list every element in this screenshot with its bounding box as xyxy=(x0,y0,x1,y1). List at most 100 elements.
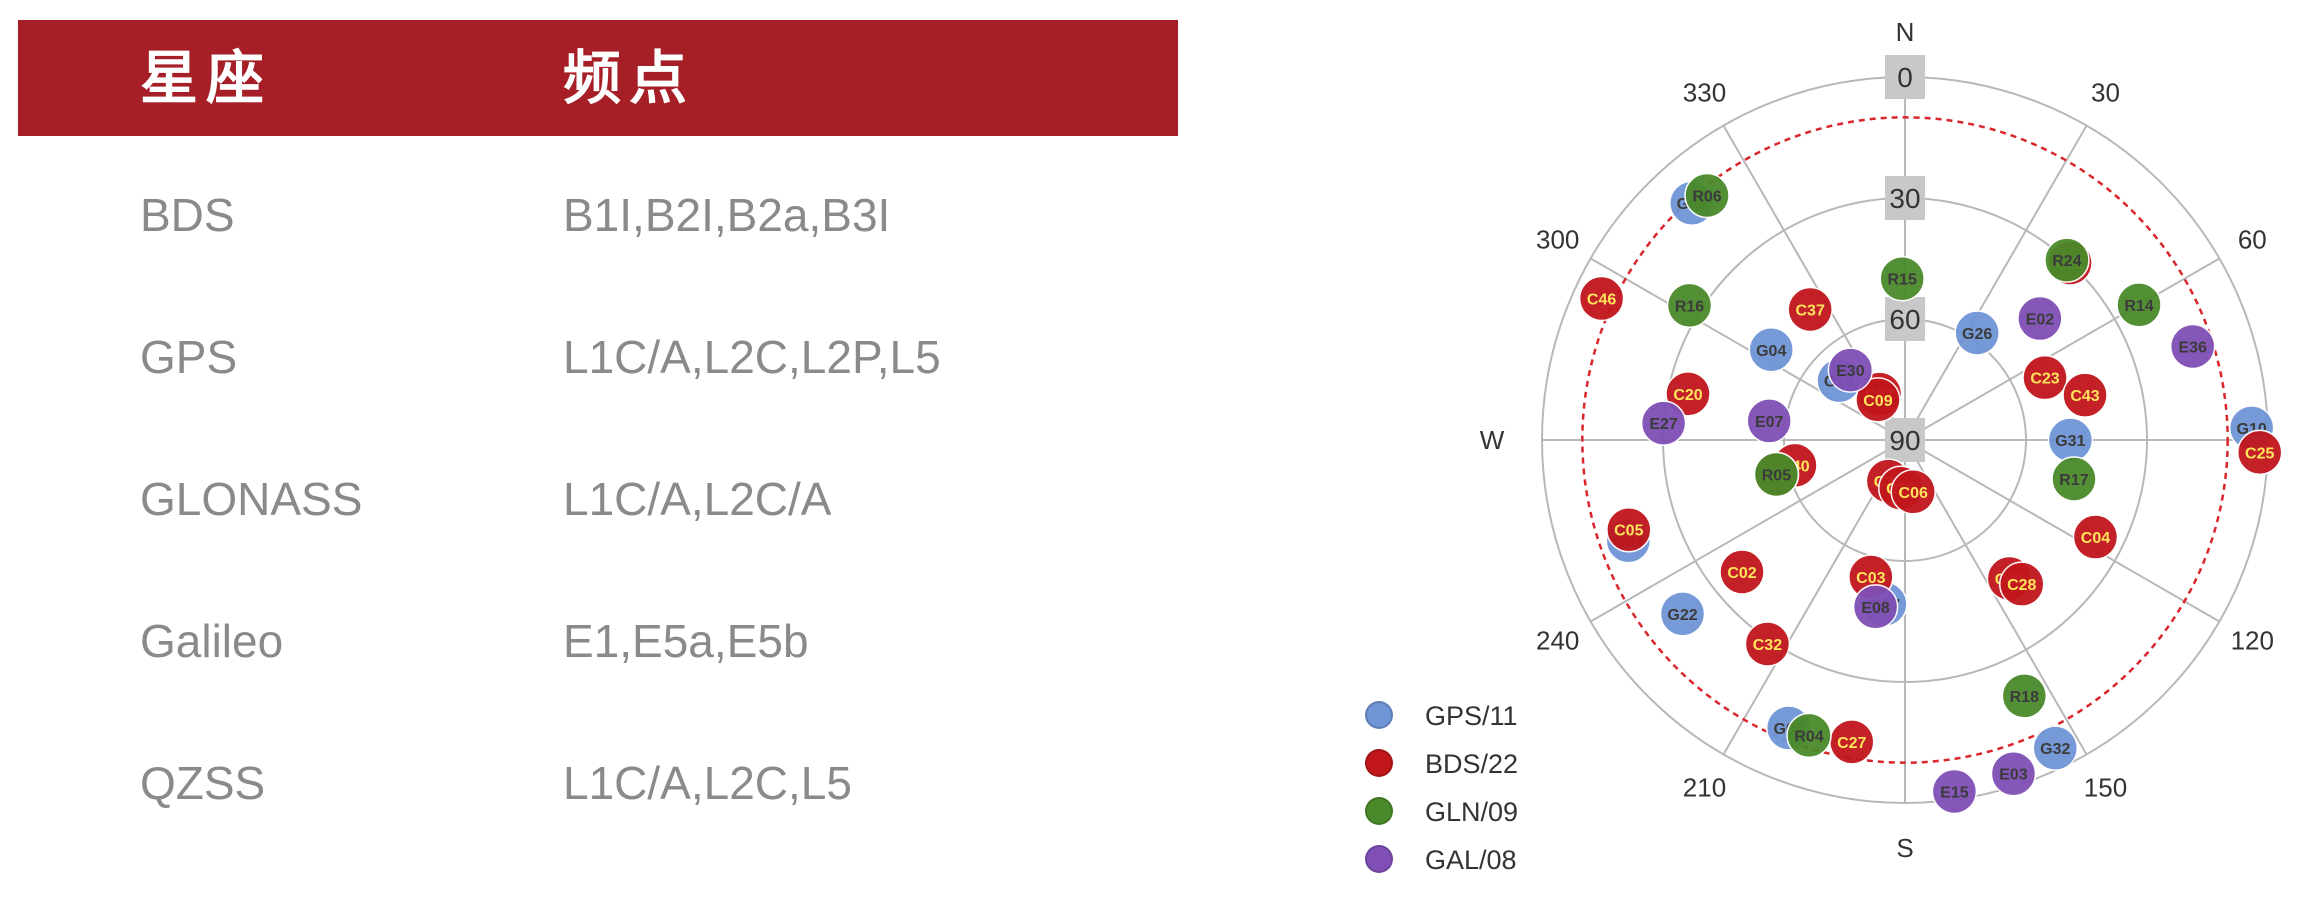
satellite-dot xyxy=(2001,673,2048,719)
cell-constellation: GLONASS xyxy=(140,473,363,525)
compass-label: E xyxy=(2309,425,2310,455)
satellite-dot xyxy=(1931,768,1978,815)
satellite-marker: R18 xyxy=(2001,673,2048,719)
elevation-label-box xyxy=(1885,418,1925,462)
header-frequency: 频点 xyxy=(563,44,696,112)
header-constellation: 星座 xyxy=(140,44,273,112)
satellite-label: G31 xyxy=(2055,433,2085,450)
compass-label: W xyxy=(1480,425,1505,455)
satellite-marker: G31 xyxy=(2047,417,2094,463)
satellite-label: C03 xyxy=(1856,570,1885,587)
azimuth-tick-label: 330 xyxy=(1683,78,1726,108)
satellite-marker: G22 xyxy=(1659,591,1706,637)
satellite-dot xyxy=(1990,750,2037,797)
elevation-label-box xyxy=(1885,176,1925,220)
satellite-marker: E08 xyxy=(1852,584,1899,630)
satellite-marker: C27 xyxy=(1829,719,1875,765)
satellite-dot xyxy=(1748,327,1794,373)
table-row: GPS L1C/A,L2C,L2P,L5 xyxy=(18,286,1178,428)
satellite-dot xyxy=(1827,347,1874,393)
azimuth-tick-label: 120 xyxy=(2231,626,2274,656)
constellation-frequency-table: 星座 频点 BDS B1I,B2I,B2a,B3I GPS L1C/A,L2C,… xyxy=(18,20,1178,854)
satellite-dot xyxy=(1606,506,1652,553)
compass-label: N xyxy=(1896,17,1915,47)
satellite-label: C43 xyxy=(2070,388,2099,405)
satellite-marker: R24 xyxy=(2044,237,2090,283)
satellite-label: G04 xyxy=(1756,343,1786,360)
satellite-marker: C37 xyxy=(1787,286,1833,333)
satellite-marker: C04 xyxy=(2072,514,2119,560)
satellite-label: E02 xyxy=(2026,312,2055,329)
satellite-marker: E03 xyxy=(1990,750,2037,797)
satellite-label: R17 xyxy=(2059,472,2088,489)
satellite-label: C25 xyxy=(2245,445,2274,462)
satellite-marker: C06 xyxy=(1890,469,1936,515)
satellite-marker: R05 xyxy=(1753,451,1800,498)
elevation-label-box xyxy=(1885,297,1925,341)
sky-plot: 03060903060120150210240300330NESW G09G26… xyxy=(1480,17,2310,863)
satellite-dot xyxy=(1746,398,1792,444)
elevation-label: 0 xyxy=(1897,62,1913,93)
satellite-dot xyxy=(1719,549,1765,595)
satellite-marker: R17 xyxy=(2051,456,2097,502)
azimuth-tick-label: 240 xyxy=(1536,626,1579,656)
cell-frequency: L1C/A,L2C,L5 xyxy=(563,757,852,809)
satellite-dot xyxy=(2236,429,2283,476)
satellite-label: C32 xyxy=(1753,637,1782,654)
azimuth-line xyxy=(1590,257,1906,441)
cell-frequency: B1I,B2I,B2a,B3I xyxy=(563,189,891,241)
satellite-marker: R06 xyxy=(1684,172,1730,219)
satellite-marker: C02 xyxy=(1719,549,1765,595)
satellite-marker: C46 xyxy=(1578,275,1625,322)
satellite-dot xyxy=(2072,514,2119,560)
satellite-label: G32 xyxy=(2040,741,2070,758)
satellite-label: R24 xyxy=(2052,253,2081,270)
satellite-marker: E36 xyxy=(2169,323,2216,370)
satellite-label: E15 xyxy=(1940,784,1969,801)
satellite-dot xyxy=(1640,400,1687,446)
satellite-marker: C25 xyxy=(2236,429,2283,476)
satellite-dot xyxy=(2044,237,2090,283)
satellite-label: C02 xyxy=(1727,565,1756,582)
satellite-dot xyxy=(1787,286,1833,333)
legend-swatch xyxy=(1365,845,1393,873)
table-row: Galileo E1,E5a,E5b xyxy=(18,570,1178,712)
satellite-dot xyxy=(2022,354,2068,401)
satellite-label: C46 xyxy=(1587,292,1616,309)
satellite-label: C04 xyxy=(2081,530,2110,547)
satellite-label: C23 xyxy=(2030,371,2059,388)
satellite-marker: G26 xyxy=(1954,310,2000,356)
legend-label: GPS/11 xyxy=(1425,701,1518,731)
satellite-marker: C09 xyxy=(1855,377,1901,423)
azimuth-tick-label: 60 xyxy=(2238,225,2267,255)
satellite-dot xyxy=(1852,584,1899,630)
cell-constellation: QZSS xyxy=(140,757,266,809)
satellite-dot xyxy=(1954,310,2000,356)
satellite-dot xyxy=(2032,725,2079,771)
satellite-dot xyxy=(2116,282,2162,328)
satellite-marker: G04 xyxy=(1748,327,1794,373)
satellite-marker: R04 xyxy=(1786,712,1832,759)
table-row: QZSS L1C/A,L2C,L5 xyxy=(18,712,1178,854)
satellite-marker: R15 xyxy=(1879,255,1925,302)
compass-label: S xyxy=(1896,833,1913,863)
cell-frequency: L1C/A,L2C,L2P,L5 xyxy=(563,331,941,383)
satellite-label: E03 xyxy=(1999,767,2028,784)
satellite-marker: C23 xyxy=(2022,354,2068,401)
satellite-label: E08 xyxy=(1861,600,1890,617)
satellite-label: R15 xyxy=(1888,272,1917,289)
satellite-label: E27 xyxy=(1649,416,1678,433)
satellite-label: C28 xyxy=(2007,577,2036,594)
satellite-marker: E27 xyxy=(1640,400,1687,446)
legend-label: GLN/09 xyxy=(1425,797,1519,827)
satellite-label: R14 xyxy=(2124,298,2153,315)
satellite-dot xyxy=(1659,591,1706,637)
satellite-marker: E07 xyxy=(1746,398,1792,444)
satellite-label: R04 xyxy=(1794,728,1823,745)
satellite-label: R18 xyxy=(2010,689,2039,706)
legend-label: BDS/22 xyxy=(1425,749,1519,779)
satellite-marker: C05 xyxy=(1606,506,1652,553)
cell-constellation: BDS xyxy=(140,189,235,241)
satellite-marker: R16 xyxy=(1666,282,1713,329)
skyplot-satellites: G09G26G04G16G10G31G04G22G27G08G32C37C46C… xyxy=(1578,172,2283,815)
